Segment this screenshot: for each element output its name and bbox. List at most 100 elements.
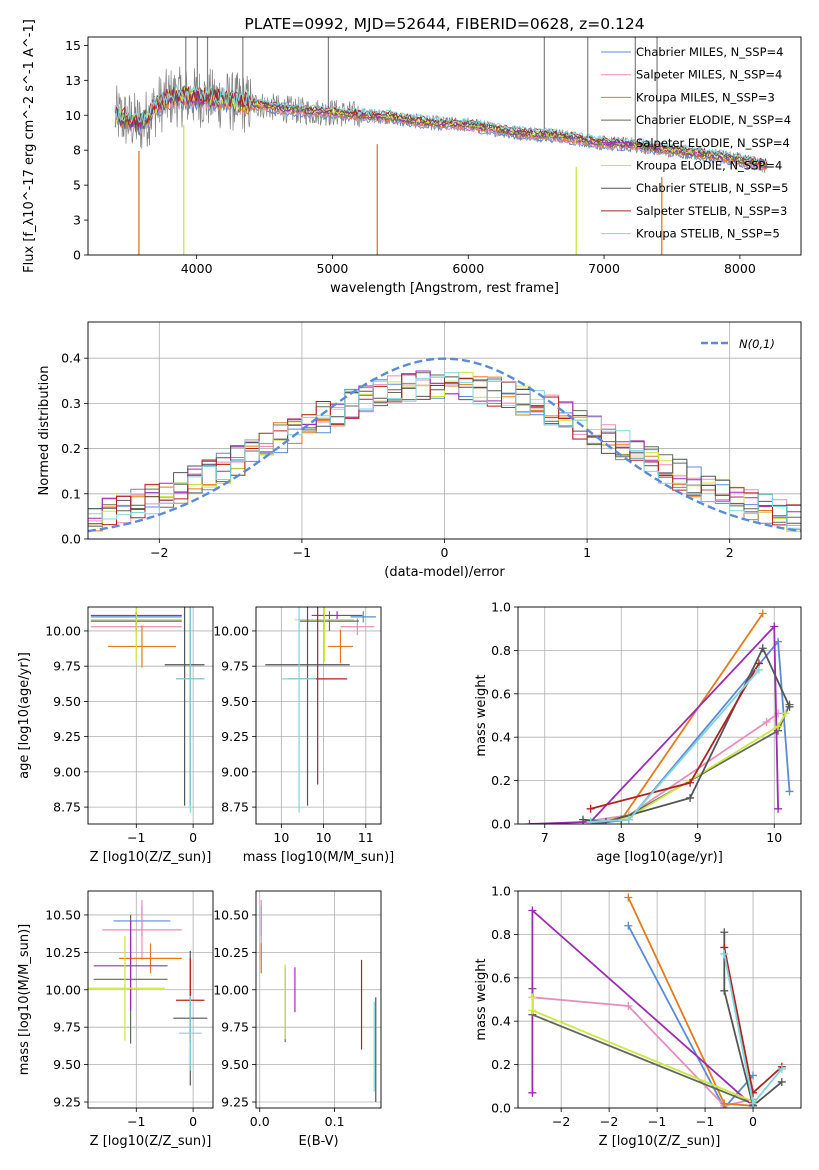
x-tick-label: 2 bbox=[726, 545, 734, 560]
panel-age_vs_z: −1 0 8.75 9.00 9.25 9.50 9.75 10.00 Z [log10(Z/Z… bbox=[17, 606, 214, 865]
plot-area bbox=[90, 607, 205, 813]
weight-marker-chabrier_stelib bbox=[720, 986, 729, 995]
x-tick-label: 8000 bbox=[724, 261, 756, 276]
plot-area bbox=[260, 899, 377, 1103]
x-tick-label: −2 bbox=[552, 1114, 570, 1129]
legend: Chabrier MILES, N_SSP=4 Salpeter MILES, N… bbox=[601, 45, 791, 241]
weight-marker-salpeter_elodie bbox=[770, 622, 779, 631]
y-tick-label: 0 bbox=[73, 248, 81, 263]
x-tick-label: −1 bbox=[696, 1114, 714, 1129]
axes-frame bbox=[255, 890, 382, 1109]
y-tick-label: 13 bbox=[65, 73, 81, 88]
weight-line-chabrier_stelib bbox=[723, 932, 783, 1108]
x-axis-label: Z [log10(Z/Z_sun)] bbox=[90, 850, 212, 865]
model-line-chabrier_stelib bbox=[114, 85, 768, 165]
weight-marker-salpeter_elodie bbox=[528, 1088, 537, 1097]
legend-label-kroupa_stelib: Kroupa STELIB, N_SSP=5 bbox=[636, 227, 780, 241]
axes-frame bbox=[87, 890, 214, 1109]
panel-massweight_vs_z: −2 −2 −1 −1 0 0.0 0.2 0.4 0.6 0.8 1.0 Z [log10(Z/Z_… bbox=[474, 884, 802, 1149]
y-tick-label: 9.25 bbox=[53, 729, 81, 744]
y-tick-label: 9.75 bbox=[221, 1020, 249, 1035]
weight-marker-kroupa_miles bbox=[720, 1099, 729, 1108]
panel-residuals: −2 −1 0 1 2 0.0 0.1 0.2 0.3 0.4 (data-model)/error… bbox=[37, 321, 802, 580]
axes-frame bbox=[517, 606, 802, 825]
weight-line-chabrier_elodie bbox=[531, 988, 754, 1105]
weight-marker-kroupa_miles bbox=[624, 893, 633, 902]
y-tick-label: 9.75 bbox=[53, 659, 81, 674]
legend-label-kroupa_elodie: Kroupa ELODIE, N_SSP=4 bbox=[636, 159, 782, 173]
weight-line-kroupa_elodie bbox=[531, 997, 754, 1103]
legend-label-chabrier_miles: Chabrier MILES, N_SSP=4 bbox=[636, 45, 783, 59]
y-tick-label: 10 bbox=[65, 108, 81, 123]
y-tick-label: 0.4 bbox=[61, 351, 81, 366]
x-tick-label: 10 bbox=[316, 830, 332, 845]
axes-frame bbox=[255, 606, 382, 825]
y-tick-label: 0.0 bbox=[61, 532, 81, 547]
x-tick-label: 0.1 bbox=[325, 1114, 345, 1129]
y-tick-label: 0.3 bbox=[61, 396, 81, 411]
weight-marker-salpeter_miles bbox=[624, 1002, 633, 1011]
plot-area bbox=[88, 357, 801, 533]
weight-marker-salpeter_elodie bbox=[528, 906, 537, 915]
y-tick-label: 5 bbox=[73, 178, 81, 193]
y-axis-label: mass [log10(M/M_sun)] bbox=[17, 924, 32, 1076]
y-tick-label: 9.25 bbox=[221, 1095, 249, 1110]
x-tick-label: 0 bbox=[189, 1114, 197, 1129]
weight-marker-kroupa_stelib bbox=[720, 949, 729, 958]
histogram-salpeter_stelib bbox=[88, 373, 801, 526]
y-tick-label: 10.25 bbox=[213, 945, 249, 960]
weight-marker-chabrier_stelib bbox=[720, 928, 729, 937]
y-tick-label: 8 bbox=[73, 143, 81, 158]
x-tick-label: −2 bbox=[600, 1114, 618, 1129]
y-tick-label: 0.8 bbox=[491, 927, 511, 942]
weight-marker-salpeter_elodie bbox=[774, 804, 783, 813]
x-tick-label: 7 bbox=[541, 830, 549, 845]
x-tick-label: 10 bbox=[766, 830, 782, 845]
weight-marker-chabrier_miles bbox=[624, 921, 633, 930]
y-tick-label: 9.00 bbox=[53, 764, 81, 779]
y-tick-label: 10.00 bbox=[45, 623, 81, 638]
x-axis-label: age [log10(age/yr)] bbox=[596, 850, 723, 865]
x-tick-label: −1 bbox=[293, 545, 311, 560]
axes-frame bbox=[87, 321, 802, 540]
y-tick-label: 0.8 bbox=[491, 643, 511, 658]
panel-spectrum: 4000 5000 6000 7000 8000 0 3 5 8 10 13 15 wavelength… bbox=[22, 15, 802, 296]
y-tick-label: 9.50 bbox=[53, 694, 81, 709]
plot-area bbox=[265, 607, 376, 813]
axes-frame bbox=[87, 36, 802, 256]
weight-marker-kroupa_stelib bbox=[754, 665, 763, 674]
weight-marker-kroupa_stelib bbox=[777, 1064, 786, 1073]
x-tick-label: −1 bbox=[648, 1114, 666, 1129]
x-tick-label: 10 bbox=[273, 830, 289, 845]
axes-frame bbox=[87, 606, 214, 825]
weight-marker-salpeter_stelib bbox=[586, 804, 595, 813]
weight-marker-salpeter_miles bbox=[762, 718, 771, 727]
legend-label-chabrier_stelib: Chabrier STELIB, N_SSP=5 bbox=[636, 181, 788, 195]
panel-massweight_vs_age: 7 8 9 10 0.0 0.2 0.4 0.6 0.8 1.0 age [log10(age/yr… bbox=[474, 600, 802, 865]
y-tick-label: 9.25 bbox=[221, 729, 249, 744]
weight-marker-kroupa_stelib bbox=[749, 1099, 758, 1108]
y-tick-label: 9.50 bbox=[53, 1057, 81, 1072]
y-tick-label: 15 bbox=[65, 38, 81, 53]
y-tick-label: 0.6 bbox=[491, 970, 511, 985]
axes-frame bbox=[517, 890, 802, 1109]
legend-label-salpeter_miles: Salpeter MILES, N_SSP=4 bbox=[636, 68, 782, 82]
weight-marker-salpeter_elodie bbox=[525, 820, 534, 824]
legend-label-kroupa_miles: Kroupa MILES, N_SSP=3 bbox=[636, 90, 775, 104]
plot-area bbox=[525, 609, 794, 824]
y-tick-label: 0.4 bbox=[491, 730, 511, 745]
gaussian-reference-curve bbox=[88, 357, 801, 533]
weight-line-salpeter_stelib bbox=[590, 662, 760, 810]
weight-marker-kroupa_elodie bbox=[528, 1006, 537, 1015]
weight-line-salpeter_elodie bbox=[531, 908, 754, 1107]
y-tick-label: 9.75 bbox=[53, 1020, 81, 1035]
plot-area bbox=[88, 899, 208, 1086]
histogram-kroupa_stelib bbox=[88, 372, 801, 529]
weight-line-salpeter_miles bbox=[532, 996, 754, 1107]
weight-marker-kroupa_elodie bbox=[781, 709, 790, 718]
x-tick-label: 8 bbox=[617, 830, 625, 845]
y-tick-label: 8.75 bbox=[53, 800, 81, 815]
weight-marker-kroupa_miles bbox=[758, 609, 767, 618]
y-axis-label: mass weight bbox=[474, 674, 489, 756]
